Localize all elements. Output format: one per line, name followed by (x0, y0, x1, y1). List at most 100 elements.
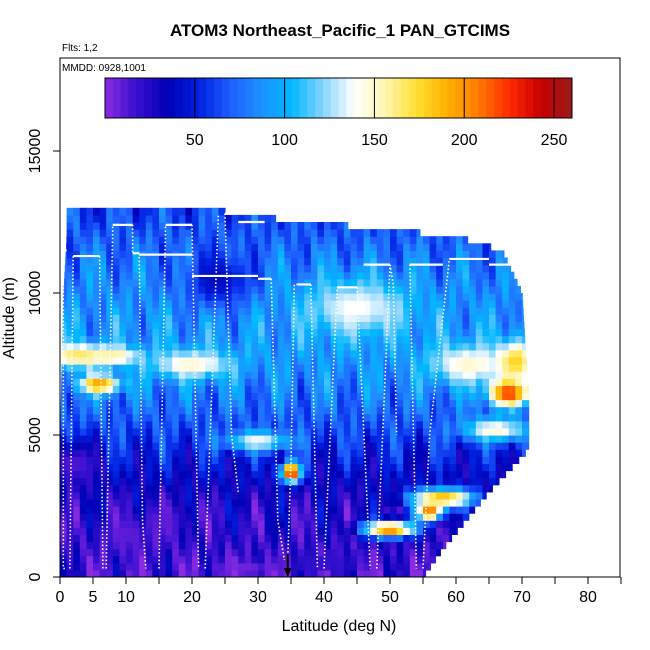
heatmap-cell (271, 456, 279, 464)
heatmap-cell (297, 271, 305, 280)
heatmap-cell (337, 456, 345, 464)
heatmap-cell (396, 562, 404, 571)
heatmap-cell (211, 307, 219, 315)
colorbar-swatch (260, 78, 269, 118)
heatmap-cell (304, 548, 312, 557)
heatmap-cell (211, 385, 219, 393)
heatmap-cell (495, 278, 503, 287)
heatmap-cell (139, 541, 147, 550)
heatmap-cell (218, 293, 226, 301)
heatmap-cell (337, 385, 345, 393)
heatmap-cell (396, 449, 404, 457)
heatmap-cell (429, 328, 437, 337)
heatmap-cell (205, 541, 213, 550)
heatmap-cell (277, 328, 285, 337)
colorbar-swatch (338, 78, 347, 118)
heatmap-cell (469, 498, 477, 507)
heatmap-cell (152, 456, 160, 464)
heatmap-cell (396, 427, 404, 436)
heatmap-cell (172, 484, 180, 493)
heatmap-cell (244, 427, 252, 436)
heatmap-cell (337, 335, 345, 344)
heatmap-cell (198, 278, 206, 287)
heatmap-cell (370, 449, 378, 457)
heatmap-cell (132, 498, 140, 507)
heatmap-cell (423, 569, 427, 577)
heatmap-cell (145, 449, 153, 457)
heatmap-cell (304, 356, 312, 365)
heatmap-cell (73, 484, 81, 493)
heatmap-cell (390, 520, 398, 528)
heatmap-cell (330, 435, 338, 443)
heatmap-cell (502, 399, 510, 408)
heatmap-cell (495, 385, 503, 393)
heatmap-cell (159, 214, 167, 223)
heatmap-cell (258, 435, 266, 443)
heatmap-cell (436, 406, 444, 415)
heatmap-cell (502, 385, 510, 393)
colorbar-swatch (478, 78, 487, 118)
heatmap-cell (225, 385, 233, 393)
heatmap-cell (79, 229, 87, 237)
heatmap-cell (238, 527, 246, 535)
heatmap-cell (363, 449, 371, 457)
heatmap-cell (304, 307, 312, 315)
heatmap-cell (271, 442, 279, 450)
x-tick-label: 5 (89, 589, 98, 606)
heatmap-cell (317, 513, 325, 521)
heatmap-cell (429, 271, 437, 280)
heatmap-cell (165, 392, 173, 401)
heatmap-cell (218, 250, 226, 259)
heatmap-cell (99, 520, 107, 528)
heatmap-cell (317, 321, 325, 330)
heatmap-cell (456, 413, 464, 422)
heatmap-cell (66, 257, 74, 266)
heatmap-cell (66, 300, 74, 308)
heatmap-cell (343, 243, 351, 251)
heatmap-cell (99, 506, 107, 514)
heatmap-cell (423, 427, 431, 436)
heatmap-cell (515, 371, 523, 379)
y-tick-label: 0 (27, 572, 44, 581)
heatmap-cell (469, 491, 477, 500)
heatmap-cell (277, 392, 285, 401)
heatmap-cell (231, 463, 239, 472)
heatmap-cell (436, 314, 444, 322)
heatmap-cell (218, 300, 226, 308)
heatmap-cell (317, 371, 325, 379)
heatmap-cell (126, 392, 134, 401)
heatmap-cell (515, 293, 523, 301)
heatmap-cell (495, 293, 503, 301)
heatmap-cell (244, 449, 252, 457)
heatmap-cell (66, 484, 74, 493)
heatmap-cell (416, 427, 424, 436)
heatmap-cell (442, 442, 450, 450)
heatmap-cell (423, 356, 431, 365)
heatmap-cell (126, 307, 134, 315)
heatmap-cell (436, 385, 444, 393)
heatmap-cell (238, 491, 246, 500)
heatmap-cell (225, 243, 233, 251)
heatmap-cell (304, 498, 312, 507)
heatmap-cell (310, 314, 318, 322)
heatmap-cell (258, 285, 266, 294)
heatmap-cell (291, 435, 299, 443)
heatmap-cell (390, 356, 398, 365)
heatmap-cell (337, 264, 345, 273)
heatmap-cell (291, 541, 299, 550)
heatmap-cell (119, 406, 127, 415)
heatmap-cell (178, 442, 186, 450)
heatmap-cell (449, 484, 457, 493)
heatmap-cell (258, 413, 266, 422)
heatmap-cell (390, 300, 398, 308)
heatmap-cell (172, 349, 180, 358)
heatmap-cell (93, 214, 101, 223)
heatmap-cell (337, 562, 345, 571)
heatmap-cell (416, 477, 424, 486)
heatmap-cell (304, 463, 312, 472)
heatmap-cell (132, 271, 140, 280)
heatmap-cell (284, 328, 292, 337)
heatmap-cell (165, 257, 173, 266)
heatmap-cell (284, 498, 292, 507)
heatmap-cell (126, 335, 134, 344)
